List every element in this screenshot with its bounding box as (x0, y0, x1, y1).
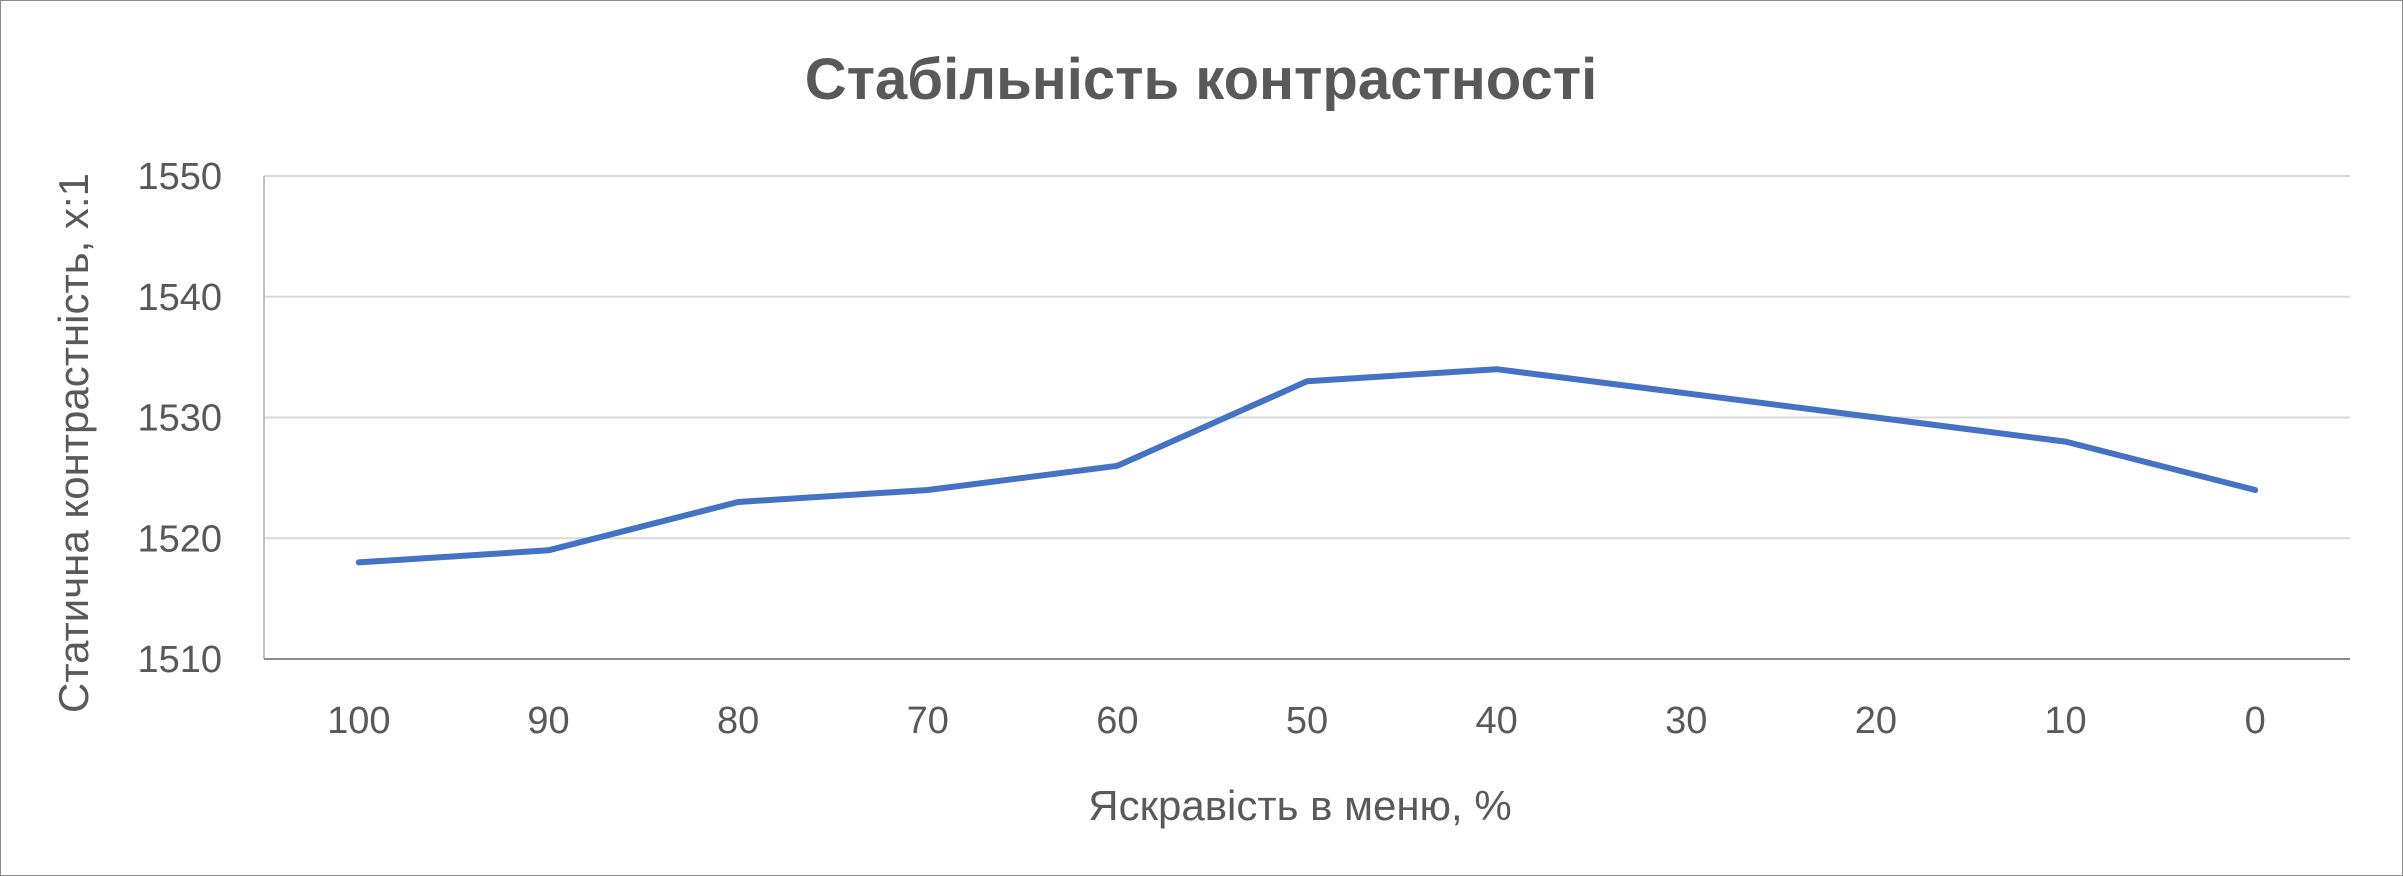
axes (263, 176, 2350, 660)
x-tick-label: 30 (1665, 700, 1707, 742)
x-tick-label: 100 (327, 700, 390, 742)
x-tick-label: 10 (2044, 700, 2086, 742)
y-axis-title: Статична контрастність, x:1 (50, 173, 97, 713)
x-tick-label: 0 (2245, 700, 2266, 742)
gridlines (264, 175, 2350, 540)
x-axis-tick-labels: 100 90 80 70 60 50 40 30 20 10 0 (327, 700, 2266, 742)
x-tick-label: 40 (1475, 700, 1517, 742)
series-lines (355, 366, 2259, 566)
chart-title: Стабільність контрастності (805, 47, 1598, 112)
x-tick-label: 60 (1096, 700, 1138, 742)
y-tick-label: 1530 (137, 398, 222, 440)
x-tick-label: 20 (1855, 700, 1897, 742)
y-tick-label: 1510 (137, 639, 222, 681)
y-axis-tick-labels: 1510 1520 1530 1540 1550 (137, 156, 222, 681)
x-tick-label: 90 (527, 700, 569, 742)
x-tick-label: 80 (717, 700, 759, 742)
series-line-0 (355, 366, 2259, 566)
y-tick-label: 1520 (137, 518, 222, 560)
y-tick-label: 1540 (137, 277, 222, 319)
x-axis-title: Яскравість в меню, % (1088, 782, 1511, 829)
y-tick-label: 1550 (137, 156, 222, 198)
x-tick-label: 50 (1286, 700, 1328, 742)
x-tick-label: 70 (907, 700, 949, 742)
